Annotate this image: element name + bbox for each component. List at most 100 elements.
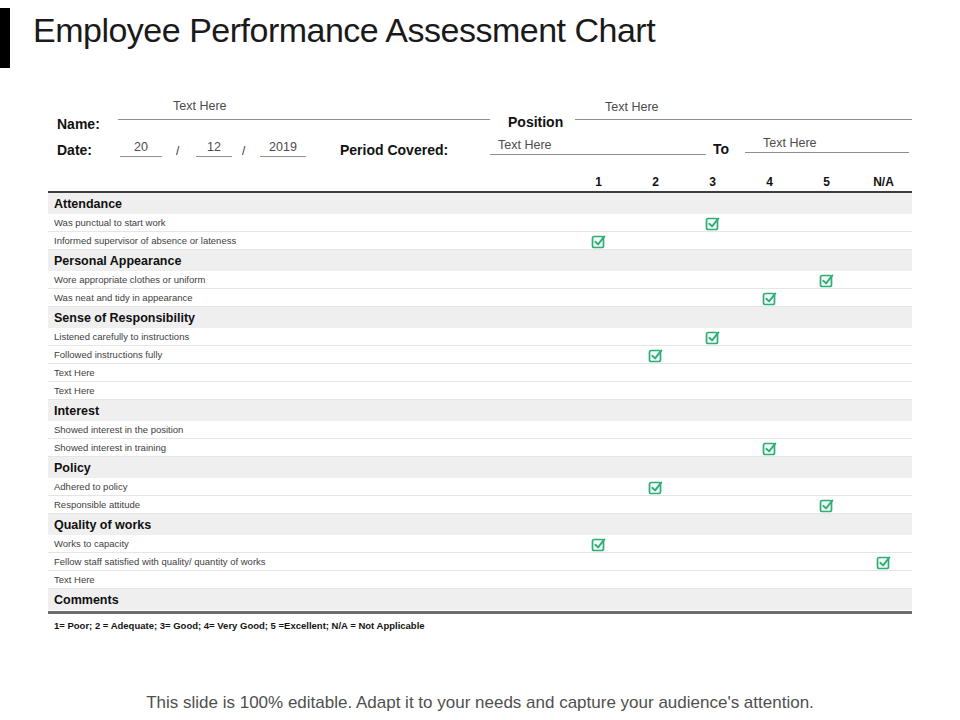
rating-cell-5[interactable] xyxy=(798,382,855,399)
period-from-field[interactable]: Text Here xyxy=(490,138,706,155)
rating-cell-n-a[interactable] xyxy=(855,535,912,552)
rating-cell-n-a[interactable] xyxy=(855,382,912,399)
rating-cell-4[interactable] xyxy=(741,289,798,306)
rating-cell-3[interactable] xyxy=(684,328,741,345)
rating-cell-2[interactable] xyxy=(627,328,684,345)
rating-cell-5[interactable] xyxy=(798,346,855,363)
rating-cell-1[interactable] xyxy=(570,439,627,456)
rating-cell-1[interactable] xyxy=(570,364,627,381)
rating-cell-2[interactable] xyxy=(627,214,684,231)
rating-cell-5[interactable] xyxy=(798,328,855,345)
rating-cell-3[interactable] xyxy=(684,364,741,381)
rating-cell-n-a[interactable] xyxy=(855,496,912,513)
rating-cell-2[interactable] xyxy=(627,271,684,288)
checkbox-checked-icon[interactable] xyxy=(591,536,607,552)
rating-cell-2[interactable] xyxy=(627,496,684,513)
rating-cell-1[interactable] xyxy=(570,214,627,231)
rating-cell-4[interactable] xyxy=(741,232,798,249)
rating-cell-n-a[interactable] xyxy=(855,421,912,438)
rating-cell-3[interactable] xyxy=(684,571,741,588)
rating-cell-3[interactable] xyxy=(684,346,741,363)
rating-cell-n-a[interactable] xyxy=(855,364,912,381)
checkbox-checked-icon[interactable] xyxy=(819,497,835,513)
rating-cell-3[interactable] xyxy=(684,535,741,552)
period-from-value[interactable]: Text Here xyxy=(498,138,552,152)
checkbox-checked-icon[interactable] xyxy=(648,347,664,363)
rating-cell-n-a[interactable] xyxy=(855,271,912,288)
rating-cell-2[interactable] xyxy=(627,478,684,495)
period-to-field[interactable]: Text Here xyxy=(745,136,909,153)
rating-cell-4[interactable] xyxy=(741,214,798,231)
rating-cell-3[interactable] xyxy=(684,421,741,438)
rating-cell-1[interactable] xyxy=(570,478,627,495)
period-to-value[interactable]: Text Here xyxy=(763,136,817,150)
checkbox-checked-icon[interactable] xyxy=(591,233,607,249)
rating-cell-n-a[interactable] xyxy=(855,289,912,306)
rating-cell-3[interactable] xyxy=(684,496,741,513)
rating-cell-1[interactable] xyxy=(570,421,627,438)
rating-cell-1[interactable] xyxy=(570,571,627,588)
rating-cell-5[interactable] xyxy=(798,553,855,570)
rating-cell-5[interactable] xyxy=(798,232,855,249)
rating-cell-n-a[interactable] xyxy=(855,346,912,363)
rating-cell-5[interactable] xyxy=(798,478,855,495)
rating-cell-2[interactable] xyxy=(627,289,684,306)
rating-cell-5[interactable] xyxy=(798,496,855,513)
date-month-field[interactable]: 12 xyxy=(196,140,232,157)
rating-cell-1[interactable] xyxy=(570,496,627,513)
checkbox-checked-icon[interactable] xyxy=(819,272,835,288)
rating-cell-n-a[interactable] xyxy=(855,439,912,456)
rating-cell-4[interactable] xyxy=(741,271,798,288)
rating-cell-2[interactable] xyxy=(627,232,684,249)
rating-cell-5[interactable] xyxy=(798,421,855,438)
rating-cell-3[interactable] xyxy=(684,271,741,288)
rating-cell-2[interactable] xyxy=(627,421,684,438)
rating-cell-1[interactable] xyxy=(570,289,627,306)
rating-cell-2[interactable] xyxy=(627,571,684,588)
rating-cell-n-a[interactable] xyxy=(855,571,912,588)
checkbox-checked-icon[interactable] xyxy=(705,329,721,345)
rating-cell-4[interactable] xyxy=(741,478,798,495)
name-value[interactable]: Text Here xyxy=(173,99,227,113)
rating-cell-3[interactable] xyxy=(684,382,741,399)
rating-cell-4[interactable] xyxy=(741,421,798,438)
rating-cell-4[interactable] xyxy=(741,496,798,513)
rating-cell-n-a[interactable] xyxy=(855,553,912,570)
rating-cell-5[interactable] xyxy=(798,571,855,588)
rating-cell-n-a[interactable] xyxy=(855,478,912,495)
rating-cell-5[interactable] xyxy=(798,535,855,552)
rating-cell-4[interactable] xyxy=(741,364,798,381)
rating-cell-2[interactable] xyxy=(627,382,684,399)
name-field[interactable]: Text Here xyxy=(118,99,490,120)
rating-cell-1[interactable] xyxy=(570,271,627,288)
rating-cell-4[interactable] xyxy=(741,439,798,456)
rating-cell-1[interactable] xyxy=(570,346,627,363)
rating-cell-3[interactable] xyxy=(684,289,741,306)
position-field[interactable]: Text Here xyxy=(575,100,912,120)
rating-cell-4[interactable] xyxy=(741,553,798,570)
date-year-field[interactable]: 2019 xyxy=(260,140,306,157)
position-value[interactable]: Text Here xyxy=(605,100,659,114)
rating-cell-2[interactable] xyxy=(627,364,684,381)
rating-cell-2[interactable] xyxy=(627,439,684,456)
checkbox-checked-icon[interactable] xyxy=(876,554,892,570)
rating-cell-2[interactable] xyxy=(627,346,684,363)
checkbox-checked-icon[interactable] xyxy=(762,290,778,306)
rating-cell-3[interactable] xyxy=(684,214,741,231)
rating-cell-4[interactable] xyxy=(741,535,798,552)
rating-cell-1[interactable] xyxy=(570,232,627,249)
rating-cell-1[interactable] xyxy=(570,382,627,399)
rating-cell-3[interactable] xyxy=(684,478,741,495)
rating-cell-1[interactable] xyxy=(570,535,627,552)
rating-cell-2[interactable] xyxy=(627,553,684,570)
rating-cell-1[interactable] xyxy=(570,553,627,570)
rating-cell-5[interactable] xyxy=(798,289,855,306)
rating-cell-5[interactable] xyxy=(798,439,855,456)
rating-cell-4[interactable] xyxy=(741,382,798,399)
rating-cell-4[interactable] xyxy=(741,328,798,345)
rating-cell-3[interactable] xyxy=(684,232,741,249)
rating-cell-n-a[interactable] xyxy=(855,214,912,231)
checkbox-checked-icon[interactable] xyxy=(762,440,778,456)
rating-cell-2[interactable] xyxy=(627,535,684,552)
rating-cell-5[interactable] xyxy=(798,214,855,231)
